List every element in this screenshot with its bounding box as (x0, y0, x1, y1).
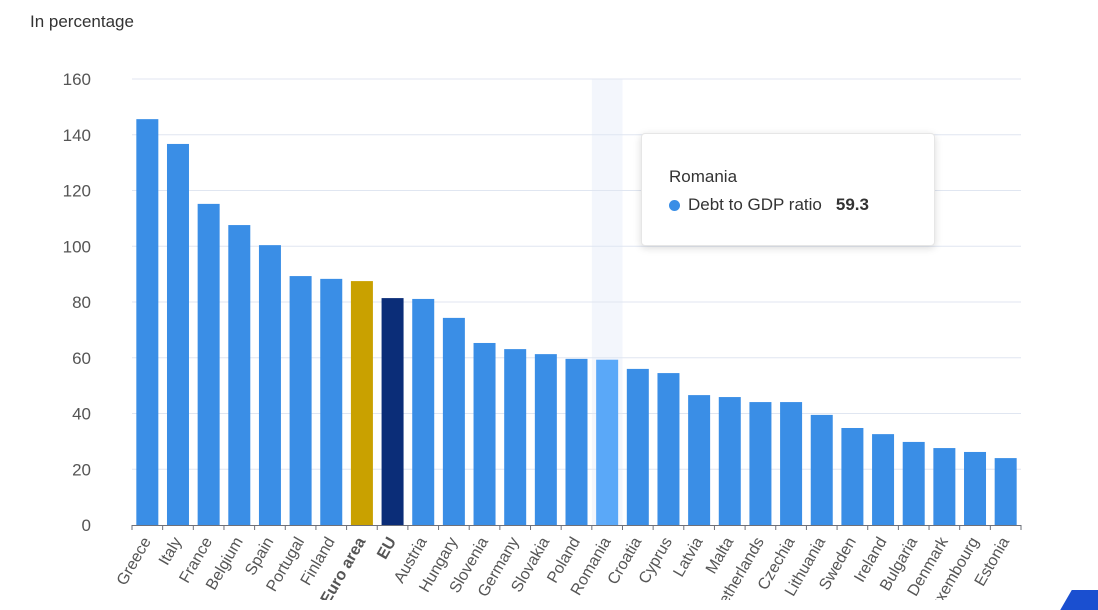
bar-netherlands[interactable] (749, 402, 772, 525)
bar-france[interactable] (197, 203, 220, 525)
bar-romania[interactable] (596, 359, 619, 525)
bar-poland[interactable] (565, 358, 588, 525)
bar-euro-area[interactable] (350, 281, 373, 525)
tooltip-row: Debt to GDP ratio 59.3 (669, 195, 869, 215)
bar-lithuania[interactable] (810, 414, 833, 525)
bar-czechia[interactable] (780, 402, 803, 525)
x-tick-label: Greece (114, 534, 155, 588)
bar-spain[interactable] (258, 245, 281, 525)
bar-denmark[interactable] (933, 448, 956, 525)
bar-estonia[interactable] (994, 458, 1017, 525)
bar-hungary[interactable] (442, 317, 465, 525)
y-tick-label: 40 (72, 405, 91, 424)
bar-luxembourg[interactable] (964, 451, 987, 525)
bar-belgium[interactable] (228, 225, 251, 525)
y-tick-label: 160 (63, 70, 91, 89)
bar-cyprus[interactable] (657, 373, 680, 525)
y-tick-label: 20 (72, 460, 91, 479)
bar-slovakia[interactable] (534, 354, 557, 525)
y-tick-label: 140 (63, 126, 91, 145)
bar-slovenia[interactable] (473, 342, 496, 525)
bar-greece[interactable] (136, 119, 159, 525)
y-axis-unit-label: In percentage (30, 12, 134, 31)
y-tick-label: 80 (72, 293, 91, 312)
tooltip-series-name: Debt to GDP ratio (688, 195, 822, 214)
x-tick-label: EU (374, 535, 400, 563)
bar-portugal[interactable] (289, 276, 312, 525)
bar-finland[interactable] (320, 278, 343, 525)
tooltip: Romania Debt to GDP ratio 59.3 (641, 133, 935, 246)
bar-malta[interactable] (718, 397, 741, 525)
tooltip-title: Romania (669, 167, 738, 186)
series-dot-icon (669, 199, 680, 211)
x-tick-label: Latvia (671, 534, 707, 580)
bar-bulgaria[interactable] (902, 441, 925, 525)
y-tick-label: 100 (63, 237, 91, 256)
bar-germany[interactable] (504, 349, 527, 525)
bar-sweden[interactable] (841, 427, 864, 525)
bar-latvia[interactable] (688, 395, 711, 525)
bar-eu[interactable] (381, 298, 404, 525)
tooltip-value: 59.3 (835, 195, 869, 214)
y-tick-label: 120 (63, 182, 91, 201)
bar-ireland[interactable] (872, 434, 895, 525)
y-tick-label: 60 (72, 349, 91, 368)
x-tick-label: Italy (156, 535, 185, 569)
bar-austria[interactable] (412, 298, 435, 525)
bar-croatia[interactable] (626, 368, 649, 525)
y-tick-label: 0 (82, 516, 91, 535)
bar-italy[interactable] (166, 143, 189, 526)
